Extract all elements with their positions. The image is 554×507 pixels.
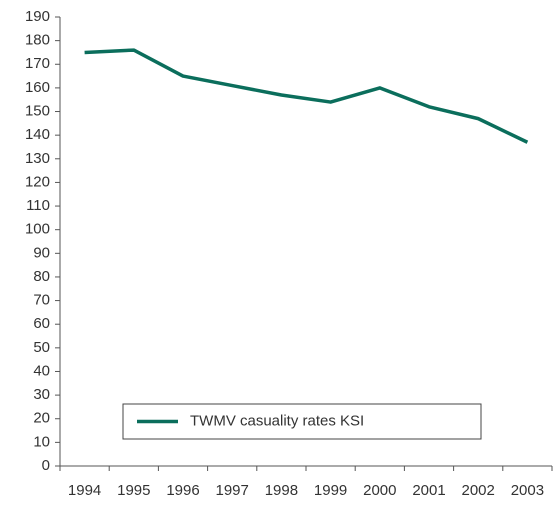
y-tick-label: 100 xyxy=(25,221,50,238)
y-tick-label: 60 xyxy=(33,315,50,332)
x-tick-label: 2002 xyxy=(462,482,495,499)
y-tick-label: 140 xyxy=(25,126,50,143)
y-tick-label: 110 xyxy=(26,197,50,214)
y-tick-label: 30 xyxy=(33,386,50,403)
y-tick-label: 70 xyxy=(33,292,50,309)
y-tick-label: 10 xyxy=(33,433,50,450)
y-tick-label: 20 xyxy=(33,410,50,427)
x-tick-label: 1998 xyxy=(265,482,298,499)
x-tick-label: 1994 xyxy=(68,482,101,499)
x-tick-label: 1997 xyxy=(216,482,249,499)
y-tick-label: 90 xyxy=(33,244,50,261)
y-tick-label: 150 xyxy=(25,102,50,119)
x-tick-label: 1996 xyxy=(166,482,199,499)
y-tick-label: 130 xyxy=(25,150,50,167)
x-tick-label: 2000 xyxy=(363,482,396,499)
line-series xyxy=(84,48,529,144)
y-tick-label: 0 xyxy=(42,457,50,474)
y-tick-label: 180 xyxy=(25,32,50,49)
x-tick-label: 2003 xyxy=(511,482,544,499)
y-tick-label: 120 xyxy=(25,173,50,190)
y-tick-label: 170 xyxy=(25,55,50,72)
x-tick-label: 1999 xyxy=(314,482,347,499)
y-tick-label: 50 xyxy=(33,339,50,356)
y-tick-label: 40 xyxy=(33,362,50,379)
legend-label: TWMV casuality rates KSI xyxy=(190,412,364,429)
legend-box xyxy=(122,403,482,440)
y-tick-label: 160 xyxy=(25,79,50,96)
x-tick-label: 1995 xyxy=(117,482,150,499)
y-tick-label: 80 xyxy=(33,268,50,285)
y-tick-label: 190 xyxy=(25,8,50,25)
x-tick-label: 2001 xyxy=(412,482,445,499)
